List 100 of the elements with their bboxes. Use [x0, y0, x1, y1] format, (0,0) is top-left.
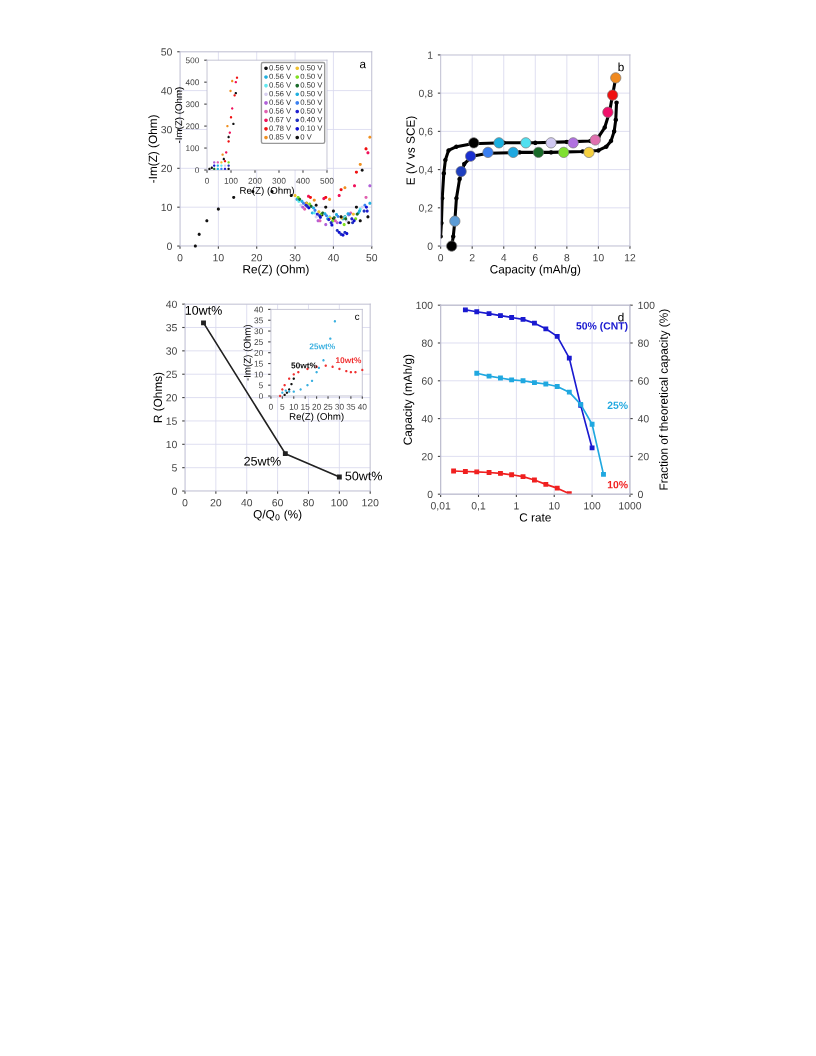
y-tick-label: 0 [258, 393, 263, 400]
x-tick-label: 5 [280, 403, 285, 410]
x-axis-title: Re(Z) (Ohm) [289, 412, 344, 422]
x-tick-label: 60 [272, 498, 283, 507]
y-tick-label: 10 [166, 440, 177, 449]
y-tick-label: 0,4 [418, 166, 433, 175]
y-tick-label: 0 [195, 167, 200, 174]
y-tick-label: 1 [428, 51, 433, 59]
x-tick-label: 0,01 [430, 502, 451, 511]
y-tick-label: 30 [254, 328, 263, 335]
y-tick-label: 5 [171, 464, 177, 472]
y-tick-label: 40 [421, 415, 433, 423]
x-tick-label: 10 [549, 502, 560, 510]
x-tick-label: 40 [357, 403, 367, 410]
x-axis-title: C rate [519, 513, 551, 522]
x-tick-label: 40 [327, 253, 339, 262]
x-axis-title: Q/Q$_{0}$ (%) [253, 509, 302, 521]
y-tick-label: 20 [421, 452, 433, 461]
series-label: 25% [607, 401, 628, 409]
annotation: 25wt% [244, 456, 281, 466]
y-tick-label: 0 [427, 490, 433, 499]
y-tick-label: 50 [161, 48, 172, 56]
y-axis-title: Capacity (mAh/g) [403, 354, 415, 445]
y2-tick-label: 40 [637, 415, 649, 423]
y-tick-label: 20 [166, 394, 177, 402]
y-tick-label: 0 [166, 242, 172, 250]
y2-tick-label: 100 [638, 301, 655, 310]
x-axis-title: Capacity (mAh/g) [490, 264, 581, 276]
x-tick-label: 10 [289, 403, 299, 410]
y-tick-label: 0,8 [418, 89, 433, 99]
y2-tick-label: 0 [638, 490, 643, 499]
y-axis-title: -Im(Z) (Ohm) [148, 115, 160, 183]
y-tick-label: 15 [254, 360, 263, 367]
x-tick-label: 120 [362, 498, 379, 507]
x-tick-label: 100 [331, 498, 348, 507]
y-axis-title: E (V vs SCE) [406, 116, 418, 185]
x-tick-label: 30 [289, 253, 301, 262]
series-label: 10wt% [335, 357, 362, 364]
annotation: d [618, 312, 624, 322]
x-axis-title: Re(Z) (Ohm) [240, 186, 294, 196]
x-tick-label: 100 [224, 177, 238, 184]
annotation: 50wt% [345, 471, 382, 481]
x-tick-label: 15 [301, 403, 310, 410]
y-tick-label: 30 [166, 347, 177, 355]
y-tick-label: 5 [258, 382, 263, 389]
x-tick-label: 1 [514, 502, 519, 510]
y2-tick-label: 60 [638, 377, 649, 385]
y-tick-label: 40 [254, 306, 263, 313]
x-tick-label: 30 [335, 403, 344, 410]
x-tick-label: 1000 [619, 502, 642, 510]
x-tick-label: 80 [303, 498, 314, 507]
x-tick-label: 0 [205, 177, 210, 184]
y-axis-title: R (Ohms) [153, 372, 165, 423]
x-tick-label: 20 [312, 403, 321, 410]
y-tick-label: 500 [185, 57, 200, 64]
y-tick-label: 35 [166, 323, 177, 332]
annotation: 10wt% [185, 305, 222, 315]
x-tick-label: 500 [320, 177, 334, 184]
y-tick-label: 25 [166, 370, 177, 379]
text: 10% [607, 480, 628, 489]
y-tick-label: 35 [254, 317, 263, 324]
y-tick-label: 80 [421, 339, 433, 347]
y-tick-label: 25 [254, 339, 263, 345]
x-tick-label: 10 [593, 253, 604, 262]
x-tick-label: 35 [346, 403, 356, 410]
y-tick-label: 0,2 [418, 204, 433, 213]
y2-tick-label: 20 [638, 452, 649, 461]
y-tick-label: 30 [161, 125, 172, 134]
x-tick-label: 4 [501, 254, 507, 262]
annotation: b [618, 62, 624, 72]
x-tick-label: 20 [210, 498, 222, 507]
series-label: 50% (CNT) [576, 321, 628, 332]
x-tick-label: 0 [177, 253, 183, 262]
y-axis-title: -Im(Z) (Ohm) [175, 87, 185, 144]
y-tick-label: 400 [185, 79, 200, 86]
y2-axis-title: Fraction of theoretical capacity (%) [659, 309, 671, 490]
y-tick-label: 20 [254, 349, 263, 356]
x-tick-label: 2 [469, 253, 475, 262]
y2-tick-label: 80 [638, 339, 649, 347]
x-tick-label: 6 [532, 253, 538, 262]
y-tick-label: 15 [166, 417, 177, 425]
x-tick-label: 0 [268, 403, 273, 410]
annotation: c [355, 314, 360, 321]
x-tick-label: 40 [241, 498, 253, 507]
series-label: 50wt% [291, 362, 317, 369]
series-label: 25wt% [309, 343, 336, 350]
y-tick-label: 0,6 [418, 127, 433, 137]
y-tick-label: 40 [166, 300, 177, 308]
y-tick-label: 10 [254, 371, 263, 378]
y-tick-label: 100 [416, 301, 433, 310]
x-tick-label: 300 [272, 177, 286, 184]
x-tick-label: 50 [366, 253, 378, 262]
y-tick-label: 0 [427, 242, 433, 250]
x-tick-label: 8 [564, 253, 570, 262]
y-axis-title: -Im(Z) (Ohm) [243, 324, 253, 381]
y-tick-label: 200 [185, 123, 200, 130]
x-tick-label: 400 [296, 177, 310, 184]
x-tick-label: 10 [213, 253, 224, 262]
x-tick-label: 0,1 [471, 502, 486, 511]
x-tick-label: 25 [323, 403, 333, 410]
